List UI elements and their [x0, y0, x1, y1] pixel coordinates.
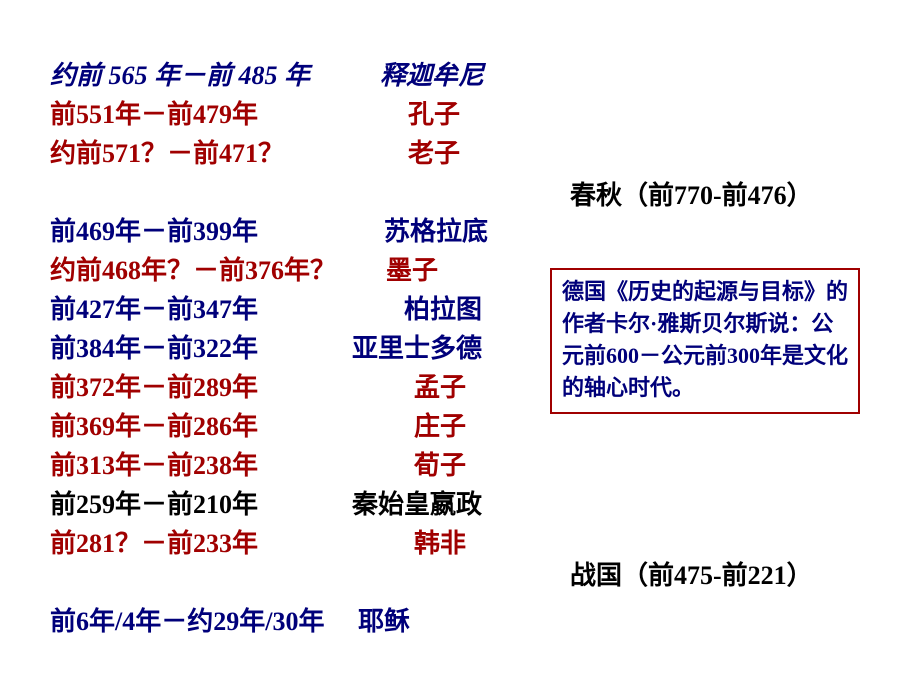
quote-box: 德国《历史的起源与目标》的作者卡尔·雅斯贝尔斯说：公元前600－公元前300年是…: [550, 268, 860, 414]
timeline-row: 约前 565 年－前 485 年释迦牟尼: [50, 55, 920, 94]
date-range: 前313年－前238年: [50, 445, 380, 482]
date-range: 前259年－前210年: [50, 484, 380, 521]
timeline-row: 前259年－前210年秦始皇嬴政: [50, 484, 920, 523]
timeline-row: 前6年/4年－约29年/30年耶稣: [50, 601, 920, 640]
date-range: 前427年－前347年: [50, 289, 380, 326]
date-range: 约前571？－前471？: [50, 133, 380, 170]
date-range: 约前 565 年－前 485 年: [50, 55, 380, 92]
date-range: 前281？－前233年: [50, 523, 380, 560]
date-range: 前372年－前289年: [50, 367, 380, 404]
person-name: 庄子: [414, 406, 466, 443]
person-name: 亚里士多德: [352, 328, 482, 365]
person-name: 释迦牟尼: [380, 55, 484, 92]
date-range: 前551年－前479年: [50, 94, 380, 131]
person-name: 老子: [408, 133, 460, 170]
date-range: 前469年－前399年: [50, 211, 380, 248]
date-range: 前369年－前286年: [50, 406, 380, 443]
timeline-row: 前313年－前238年荀子: [50, 445, 920, 484]
timeline-row: 前469年－前399年苏格拉底: [50, 211, 920, 250]
era-label-spring-autumn: 春秋（前770-前476）: [570, 175, 813, 212]
person-name: 孟子: [414, 367, 466, 404]
timeline-row: 前551年－前479年孔子: [50, 94, 920, 133]
date-range: 约前468年？－前376年？: [50, 250, 380, 287]
person-name: 荀子: [414, 445, 466, 482]
date-range: 前384年－前322年: [50, 328, 380, 365]
person-name: 韩非: [414, 523, 466, 560]
person-name: 柏拉图: [404, 289, 482, 326]
person-name: 耶稣: [358, 601, 410, 638]
timeline-row: 约前571？－前471？ 老子: [50, 133, 920, 172]
person-name: 墨子: [386, 250, 438, 287]
person-name: 苏格拉底: [384, 211, 488, 248]
person-name: 孔子: [408, 94, 460, 131]
person-name: 秦始皇嬴政: [352, 484, 482, 521]
date-range: 前6年/4年－约29年/30年: [50, 601, 380, 638]
era-label-warring-states: 战国（前475-前221）: [570, 555, 813, 592]
